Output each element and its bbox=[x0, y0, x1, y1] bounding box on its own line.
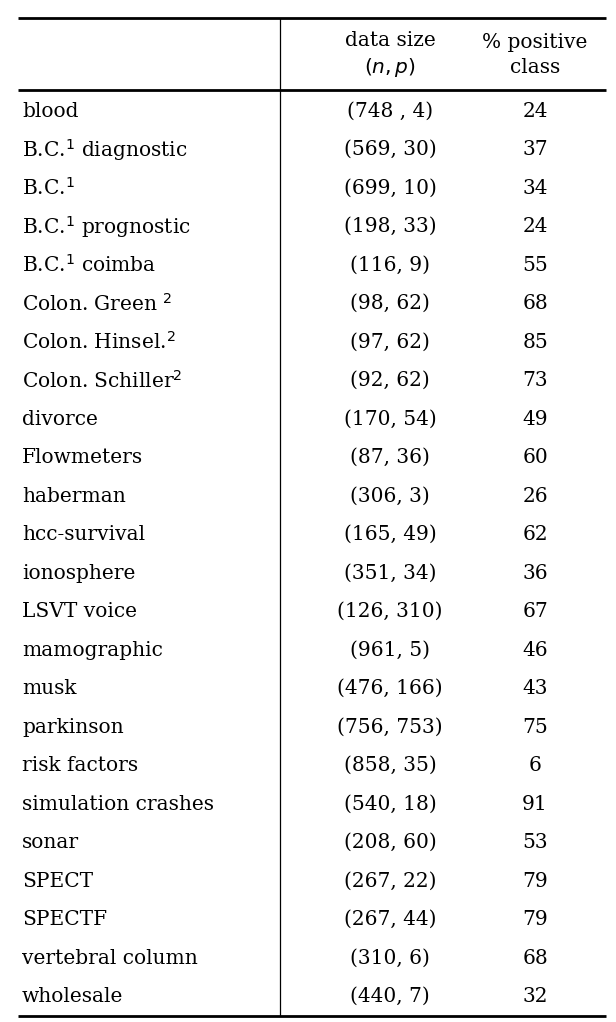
Text: 85: 85 bbox=[522, 333, 548, 352]
Text: (699, 10): (699, 10) bbox=[344, 179, 437, 197]
Text: (310, 6): (310, 6) bbox=[350, 948, 430, 968]
Text: 24: 24 bbox=[522, 102, 548, 121]
Text: (540, 18): (540, 18) bbox=[344, 795, 436, 814]
Text: (170, 54): (170, 54) bbox=[344, 410, 436, 429]
Text: 60: 60 bbox=[522, 449, 548, 467]
Text: 46: 46 bbox=[522, 641, 548, 660]
Text: (165, 49): (165, 49) bbox=[344, 525, 436, 545]
Text: (267, 44): (267, 44) bbox=[344, 911, 436, 929]
Text: hcc-survival: hcc-survival bbox=[22, 525, 145, 545]
Text: 37: 37 bbox=[522, 140, 548, 159]
Text: Flowmeters: Flowmeters bbox=[22, 449, 143, 467]
Text: (306, 3): (306, 3) bbox=[350, 486, 430, 506]
Text: (569, 30): (569, 30) bbox=[344, 140, 436, 159]
Text: 73: 73 bbox=[522, 371, 548, 390]
Text: 24: 24 bbox=[522, 218, 548, 236]
Text: parkinson: parkinson bbox=[22, 717, 124, 737]
Text: % positive
class: % positive class bbox=[482, 33, 588, 77]
Text: musk: musk bbox=[22, 680, 76, 698]
Text: (756, 753): (756, 753) bbox=[337, 717, 443, 737]
Text: (126, 310): (126, 310) bbox=[337, 602, 443, 621]
Text: (351, 34): (351, 34) bbox=[344, 564, 436, 583]
Text: risk factors: risk factors bbox=[22, 756, 138, 776]
Text: (97, 62): (97, 62) bbox=[350, 333, 430, 352]
Text: (440, 7): (440, 7) bbox=[350, 987, 430, 1007]
Text: 62: 62 bbox=[522, 525, 548, 545]
Text: wholesale: wholesale bbox=[22, 987, 123, 1007]
Text: 26: 26 bbox=[522, 486, 548, 506]
Text: B.C.$^1$: B.C.$^1$ bbox=[22, 177, 75, 199]
Text: 91: 91 bbox=[522, 795, 548, 814]
Text: 68: 68 bbox=[522, 294, 548, 314]
Text: ionosphere: ionosphere bbox=[22, 564, 136, 583]
Text: (87, 36): (87, 36) bbox=[350, 449, 430, 467]
Text: mamographic: mamographic bbox=[22, 641, 163, 660]
Text: B.C.$^1$ coimba: B.C.$^1$ coimba bbox=[22, 254, 156, 276]
Text: (858, 35): (858, 35) bbox=[344, 756, 436, 776]
Text: SPECTF: SPECTF bbox=[22, 911, 107, 929]
Text: sonar: sonar bbox=[22, 833, 79, 852]
Text: 32: 32 bbox=[522, 987, 548, 1007]
Text: 67: 67 bbox=[522, 602, 548, 621]
Text: (98, 62): (98, 62) bbox=[350, 294, 430, 314]
Text: B.C.$^1$ diagnostic: B.C.$^1$ diagnostic bbox=[22, 137, 187, 162]
Text: 53: 53 bbox=[522, 833, 548, 852]
Text: 68: 68 bbox=[522, 948, 548, 968]
Text: 34: 34 bbox=[522, 179, 548, 197]
Text: LSVT voice: LSVT voice bbox=[22, 602, 137, 621]
Text: 43: 43 bbox=[522, 680, 548, 698]
Text: B.C.$^1$ prognostic: B.C.$^1$ prognostic bbox=[22, 214, 191, 240]
Text: (92, 62): (92, 62) bbox=[350, 371, 430, 390]
Text: Colon. Green $^2$: Colon. Green $^2$ bbox=[22, 292, 172, 315]
Text: 55: 55 bbox=[522, 256, 548, 275]
Text: simulation crashes: simulation crashes bbox=[22, 795, 214, 814]
Text: (267, 22): (267, 22) bbox=[344, 872, 436, 891]
Text: (208, 60): (208, 60) bbox=[344, 833, 436, 852]
Text: Colon. Schiller$^2$: Colon. Schiller$^2$ bbox=[22, 370, 182, 391]
Text: 49: 49 bbox=[522, 410, 548, 429]
Text: data size
$(n, p)$: data size $(n, p)$ bbox=[344, 31, 436, 80]
Text: 75: 75 bbox=[522, 717, 548, 737]
Text: 79: 79 bbox=[522, 872, 548, 891]
Text: SPECT: SPECT bbox=[22, 872, 93, 891]
Text: (476, 166): (476, 166) bbox=[337, 680, 443, 698]
Text: 36: 36 bbox=[522, 564, 548, 583]
Text: blood: blood bbox=[22, 102, 78, 121]
Text: (116, 9): (116, 9) bbox=[350, 256, 430, 275]
Text: 6: 6 bbox=[529, 756, 541, 776]
Text: divorce: divorce bbox=[22, 410, 98, 429]
Text: (961, 5): (961, 5) bbox=[350, 641, 430, 660]
Text: Colon. Hinsel.$^2$: Colon. Hinsel.$^2$ bbox=[22, 331, 176, 354]
Text: vertebral column: vertebral column bbox=[22, 948, 198, 968]
Text: (198, 33): (198, 33) bbox=[344, 218, 436, 236]
Text: (748 , 4): (748 , 4) bbox=[347, 102, 433, 121]
Text: haberman: haberman bbox=[22, 486, 126, 506]
Text: 79: 79 bbox=[522, 911, 548, 929]
